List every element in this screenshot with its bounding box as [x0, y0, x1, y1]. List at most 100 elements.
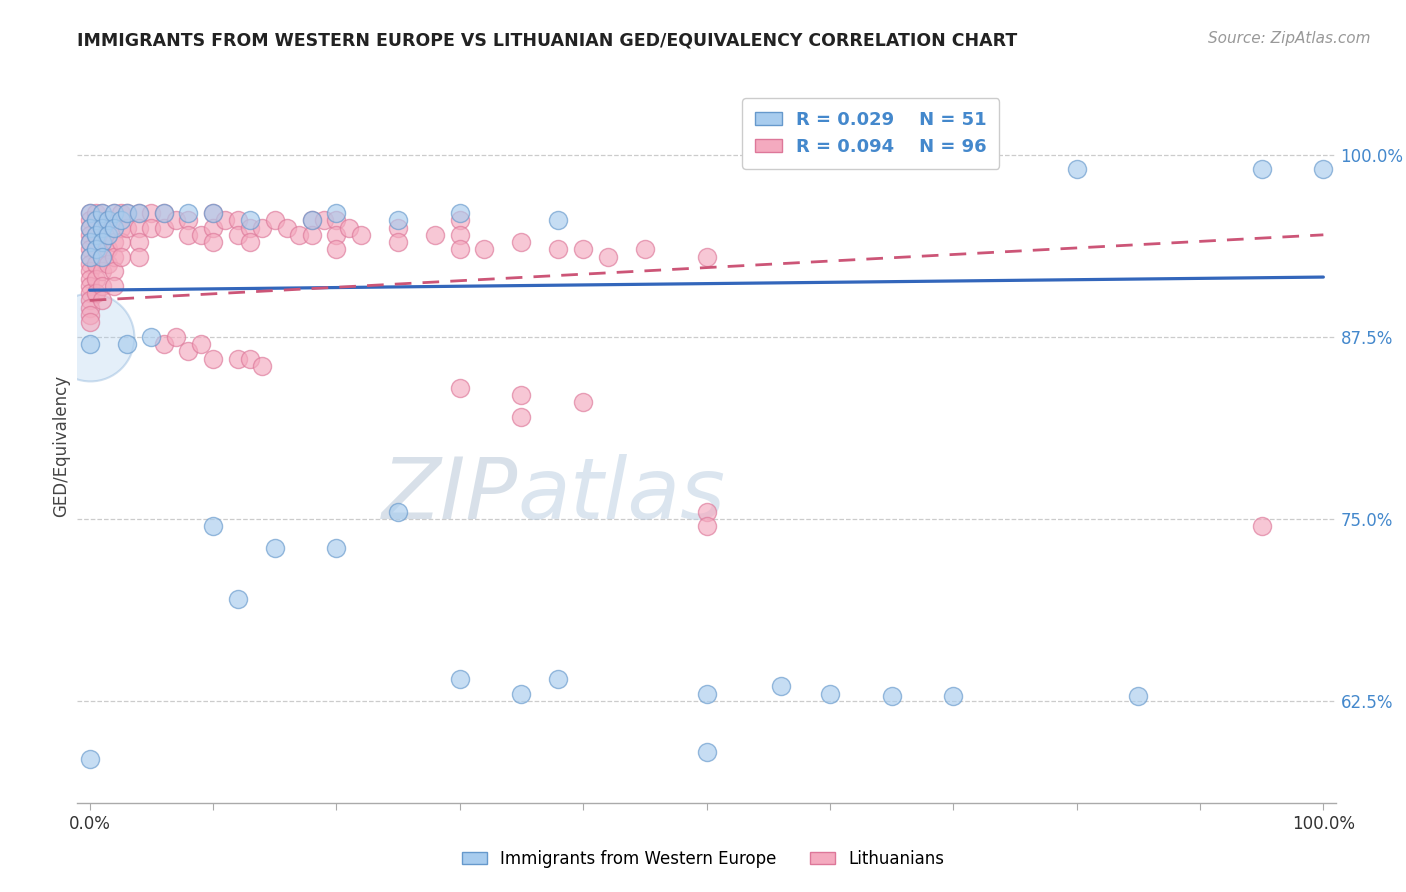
Point — [818, 687, 841, 701]
Point — [177, 344, 200, 359]
Point — [1250, 519, 1272, 533]
Point — [288, 227, 311, 242]
Point — [190, 337, 212, 351]
Point — [252, 220, 274, 235]
Point — [547, 672, 569, 686]
Point — [97, 227, 120, 242]
Point — [449, 672, 471, 686]
Point — [152, 206, 174, 220]
Point — [202, 351, 225, 366]
Point — [91, 235, 114, 249]
Point — [152, 206, 174, 220]
Point — [91, 206, 114, 220]
Point — [547, 243, 569, 257]
Point — [103, 278, 125, 293]
Point — [84, 271, 107, 285]
Point — [696, 504, 718, 518]
Point — [79, 220, 101, 235]
Point — [1128, 690, 1150, 704]
Point — [1250, 162, 1272, 177]
Point — [79, 250, 101, 264]
Point — [115, 220, 138, 235]
Point — [128, 235, 150, 249]
Point — [91, 264, 114, 278]
Point — [91, 206, 114, 220]
Point — [880, 690, 903, 704]
Point — [1066, 162, 1088, 177]
Text: IMMIGRANTS FROM WESTERN EUROPE VS LITHUANIAN GED/EQUIVALENCY CORRELATION CHART: IMMIGRANTS FROM WESTERN EUROPE VS LITHUA… — [77, 31, 1018, 49]
Point — [79, 315, 101, 329]
Point — [84, 206, 107, 220]
Point — [97, 243, 120, 257]
Point — [301, 213, 323, 227]
Point — [350, 227, 373, 242]
Legend: R = 0.029    N = 51, R = 0.094    N = 96: R = 0.029 N = 51, R = 0.094 N = 96 — [742, 98, 1000, 169]
Point — [252, 359, 274, 373]
Point — [103, 264, 125, 278]
Point — [337, 220, 360, 235]
Point — [128, 206, 150, 220]
Y-axis label: GED/Equivalency: GED/Equivalency — [52, 375, 70, 517]
Point — [202, 220, 225, 235]
Point — [79, 235, 101, 249]
Point — [128, 250, 150, 264]
Point — [79, 752, 101, 766]
Point — [91, 293, 114, 308]
Point — [226, 227, 249, 242]
Point — [91, 250, 114, 264]
Point — [449, 381, 471, 395]
Point — [177, 227, 200, 242]
Point — [84, 257, 107, 271]
Point — [510, 409, 533, 424]
Point — [165, 330, 187, 344]
Point — [547, 213, 569, 227]
Point — [696, 745, 718, 759]
Point — [165, 213, 187, 227]
Point — [510, 687, 533, 701]
Point — [91, 235, 114, 249]
Point — [325, 213, 347, 227]
Point — [103, 206, 125, 220]
Point — [110, 206, 132, 220]
Point — [110, 220, 132, 235]
Point — [325, 227, 347, 242]
Point — [79, 220, 101, 235]
Point — [312, 213, 335, 227]
Point — [79, 264, 101, 278]
Point — [387, 235, 409, 249]
Point — [91, 250, 114, 264]
Point — [115, 206, 138, 220]
Point — [510, 235, 533, 249]
Point — [239, 235, 262, 249]
Point — [84, 243, 107, 257]
Point — [79, 293, 101, 308]
Point — [84, 227, 107, 242]
Point — [128, 206, 150, 220]
Point — [97, 213, 120, 227]
Point — [387, 504, 409, 518]
Point — [84, 286, 107, 301]
Point — [572, 243, 595, 257]
Point — [79, 308, 101, 322]
Point — [301, 227, 323, 242]
Point — [325, 206, 347, 220]
Point — [79, 330, 101, 344]
Point — [97, 213, 120, 227]
Point — [91, 278, 114, 293]
Point — [141, 220, 163, 235]
Point — [474, 243, 496, 257]
Point — [387, 220, 409, 235]
Point — [152, 337, 174, 351]
Point — [226, 591, 249, 606]
Point — [301, 213, 323, 227]
Point — [177, 213, 200, 227]
Point — [276, 220, 298, 235]
Point — [84, 213, 107, 227]
Point — [239, 213, 262, 227]
Text: atlas: atlas — [517, 454, 725, 538]
Point — [596, 250, 619, 264]
Point — [79, 235, 101, 249]
Point — [110, 213, 132, 227]
Text: ZIP: ZIP — [381, 454, 517, 538]
Point — [263, 213, 285, 227]
